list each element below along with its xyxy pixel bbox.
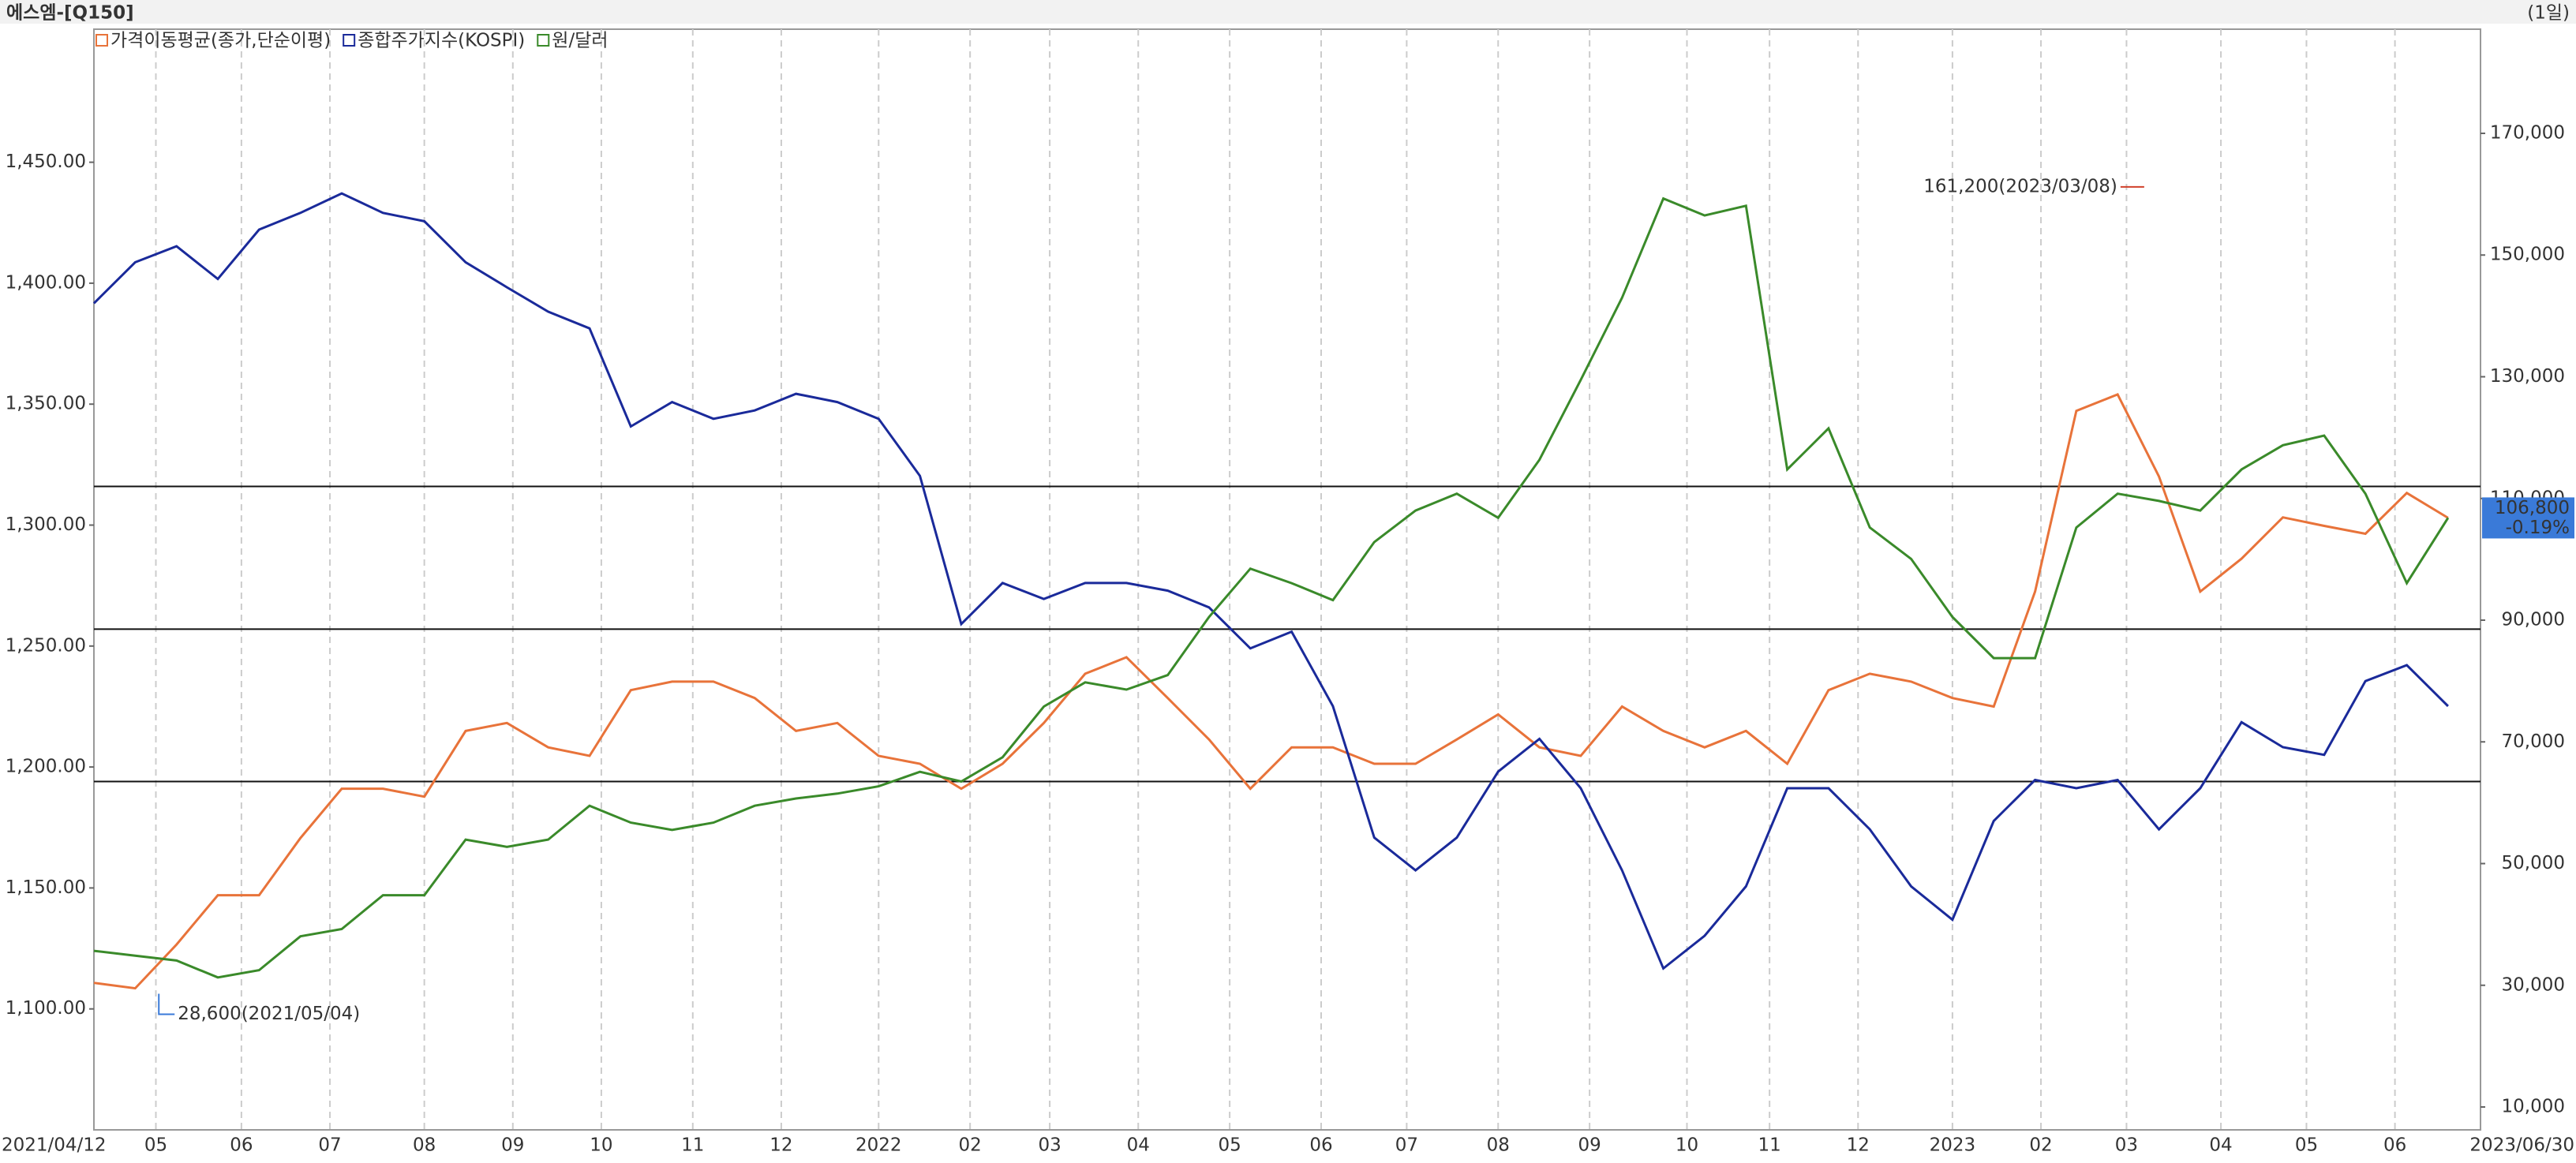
y2-tick-label: 30,000 xyxy=(2502,974,2565,995)
legend-label: 가격이동평균(종가,단순이평) xyxy=(110,31,331,51)
x-tick-label: 2023 xyxy=(1930,1135,1976,1156)
legend-swatch xyxy=(343,34,356,47)
y-tick-label: 1,150.00 xyxy=(6,877,86,898)
annotation-arrow xyxy=(158,993,175,1015)
annotation-label: 28,600(2021/05/04) xyxy=(178,1004,360,1024)
x-tick-label: 10 xyxy=(1676,1135,1698,1156)
x-tick-label: 02 xyxy=(959,1135,982,1156)
x-tick-label: 09 xyxy=(501,1135,524,1156)
period-label: (1일) xyxy=(2527,3,2570,24)
x-tick-label: 2021/04/12 xyxy=(2,1135,107,1156)
y2-tick-label: 10,000 xyxy=(2502,1097,2565,1117)
x-tick-label: 04 xyxy=(1127,1135,1150,1156)
y-tick-label: 1,100.00 xyxy=(6,998,86,1019)
y-tick-label: 1,350.00 xyxy=(6,394,86,414)
x-tick-label: 08 xyxy=(413,1135,436,1156)
x-tick-label: 04 xyxy=(2209,1135,2232,1156)
chart-title: 에스엠-[Q150] xyxy=(6,3,134,24)
y-tick-label: 1,450.00 xyxy=(6,151,86,172)
current-change-label: -0.19% xyxy=(2506,518,2570,538)
x-tick-label: 11 xyxy=(1758,1135,1781,1156)
x-tick-label: 06 xyxy=(1309,1135,1332,1156)
header-bar xyxy=(0,0,2576,24)
series-line xyxy=(93,196,2450,979)
y2-tick-label: 50,000 xyxy=(2502,853,2565,873)
y2-tick-label: 70,000 xyxy=(2502,731,2565,752)
x-tick-label: 06 xyxy=(2383,1135,2406,1156)
legend-label: 원/달러 xyxy=(552,31,608,51)
y-tick-label: 1,200.00 xyxy=(6,757,86,777)
x-tick-label: 03 xyxy=(2115,1135,2138,1156)
x-tick-label: 2023/06/30 xyxy=(2469,1135,2574,1156)
y2-tick-label: 170,000 xyxy=(2490,122,2565,143)
legend-label: 종합주가지수(KOSPI) xyxy=(358,31,525,51)
y2-tick-label: 150,000 xyxy=(2490,245,2565,265)
legend-swatch xyxy=(537,34,550,47)
x-tick-label: 12 xyxy=(1847,1135,1870,1156)
x-tick-label: 06 xyxy=(230,1135,253,1156)
y-tick-label: 1,300.00 xyxy=(6,514,86,535)
y2-tick-label: 90,000 xyxy=(2502,610,2565,630)
y-tick-label: 1,250.00 xyxy=(6,635,86,656)
y-tick-label: 1,400.00 xyxy=(6,272,86,293)
x-tick-label: 09 xyxy=(1578,1135,1601,1156)
x-tick-label: 2022 xyxy=(856,1135,902,1156)
annotation-label: 161,200(2023/03/08) xyxy=(1923,176,2117,196)
x-tick-label: 03 xyxy=(1038,1135,1061,1156)
legend-swatch xyxy=(95,34,108,47)
y2-tick-label: 130,000 xyxy=(2490,366,2565,387)
plot-frame xyxy=(93,28,2481,1131)
x-tick-label: 10 xyxy=(590,1135,612,1156)
series-line xyxy=(92,192,2449,970)
current-value-box xyxy=(2482,497,2574,539)
x-tick-label: 12 xyxy=(769,1135,792,1156)
x-tick-label: 07 xyxy=(1395,1135,1418,1156)
x-tick-label: 05 xyxy=(1218,1135,1241,1156)
x-tick-label: 05 xyxy=(144,1135,167,1156)
x-tick-label: 07 xyxy=(318,1135,341,1156)
x-tick-label: 05 xyxy=(2295,1135,2318,1156)
x-tick-label: 08 xyxy=(1487,1135,1510,1156)
x-tick-label: 02 xyxy=(2029,1135,2052,1156)
current-value-label: 106,800 xyxy=(2495,498,2570,518)
series-line xyxy=(93,392,2449,990)
x-tick-label: 11 xyxy=(681,1135,704,1156)
